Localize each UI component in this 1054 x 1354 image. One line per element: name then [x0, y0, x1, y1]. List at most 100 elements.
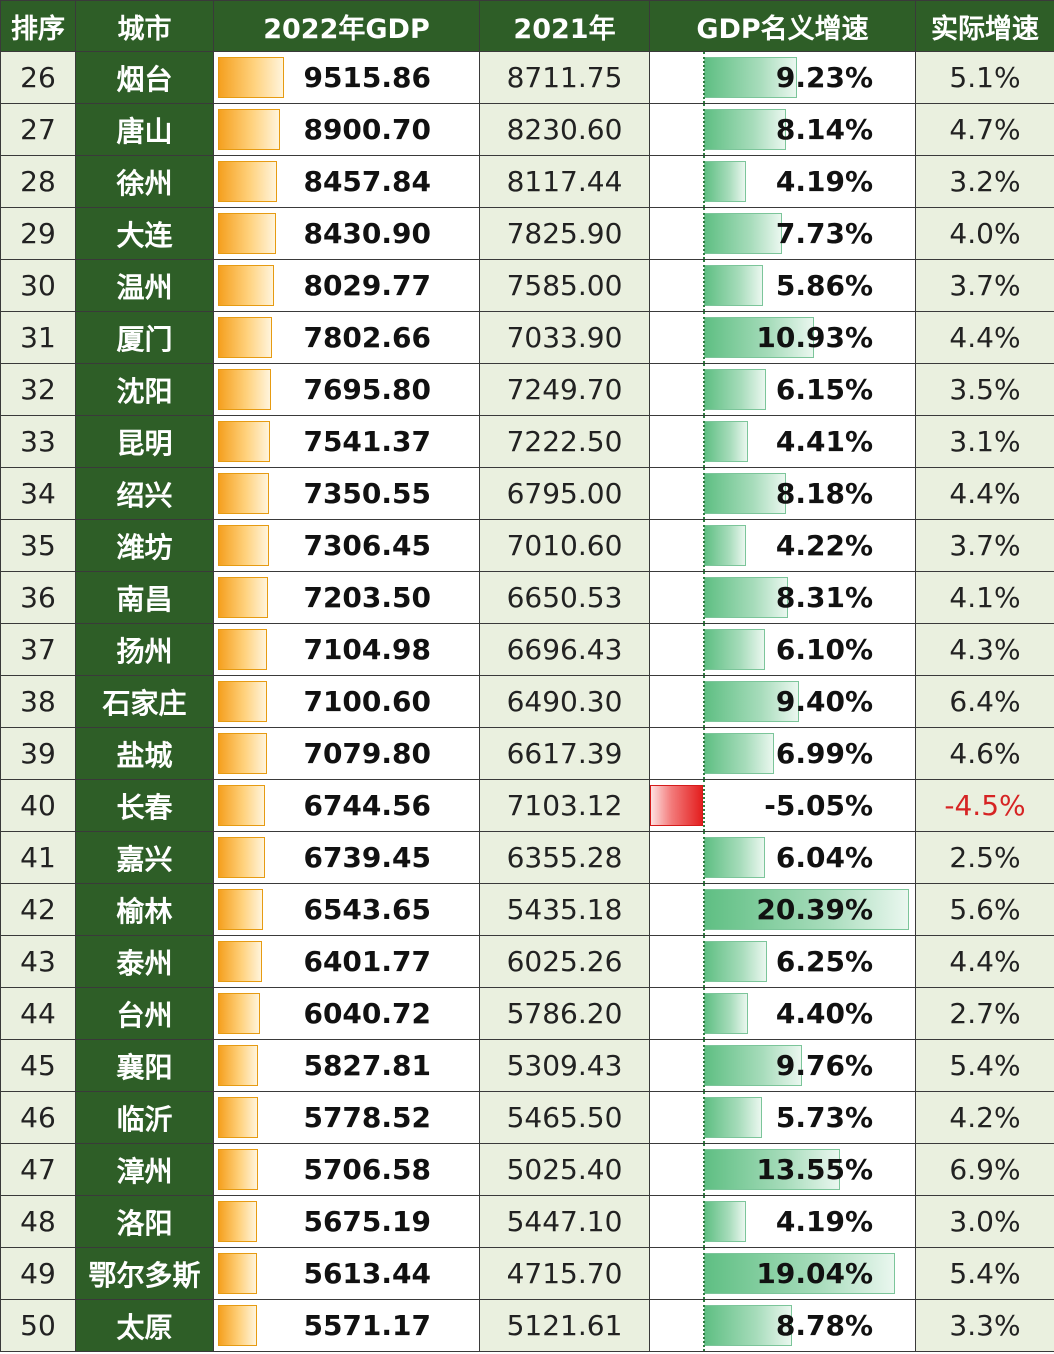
growth-zero-axis [703, 988, 705, 1039]
gdp-2022-cell: 7306.45 [213, 519, 480, 572]
growth-positive-bar [704, 1097, 762, 1138]
nominal-growth-cell: 6.15% [649, 363, 916, 416]
nominal-growth-value: 20.39% [756, 893, 873, 926]
growth-zero-axis [703, 728, 705, 779]
city-cell: 温州 [75, 259, 214, 312]
city-cell: 长春 [75, 779, 214, 832]
real-growth-cell: 4.3% [915, 623, 1054, 676]
gdp-2021-cell: 7585.00 [479, 259, 650, 312]
gdp-2022-cell: 7104.98 [213, 623, 480, 676]
nominal-growth-cell: 4.19% [649, 155, 916, 208]
nominal-growth-value: -5.05% [764, 789, 873, 822]
rank-cell: 40 [0, 779, 76, 832]
table-row: 48 洛阳 5675.19 5447.10 4.19% 3.0% [0, 1195, 1054, 1248]
nominal-growth-cell: 9.40% [649, 675, 916, 728]
gdp-data-bar [218, 577, 268, 618]
gdp-2021-cell: 8711.75 [479, 51, 650, 104]
gdp-data-bar [218, 941, 262, 982]
real-growth-cell: 5.1% [915, 51, 1054, 104]
real-growth-cell: 3.7% [915, 259, 1054, 312]
growth-zero-axis [703, 780, 705, 831]
gdp-2022-value: 5613.44 [303, 1257, 431, 1290]
nominal-growth-cell: 4.22% [649, 519, 916, 572]
growth-positive-bar [704, 57, 797, 98]
city-cell: 洛阳 [75, 1195, 214, 1248]
growth-positive-bar [704, 941, 767, 982]
gdp-2022-value: 7104.98 [303, 633, 431, 666]
table-body: 26 烟台 9515.86 8711.75 9.23% 5.1% 27 唐山 8900.70 82… [0, 51, 1054, 1352]
gdp-2022-value: 6401.77 [303, 945, 431, 978]
nominal-growth-value: 8.14% [775, 113, 873, 146]
growth-zero-axis [703, 312, 705, 363]
gdp-2022-cell: 6739.45 [213, 831, 480, 884]
rank-cell: 30 [0, 259, 76, 312]
table-row: 43 泰州 6401.77 6025.26 6.25% 4.4% [0, 935, 1054, 988]
gdp-data-bar [218, 993, 260, 1034]
growth-positive-bar [704, 1201, 746, 1242]
rank-cell: 27 [0, 103, 76, 156]
nominal-growth-cell: 8.78% [649, 1299, 916, 1352]
nominal-growth-value: 4.19% [775, 165, 873, 198]
rank-cell: 47 [0, 1143, 76, 1196]
nominal-growth-cell: 6.04% [649, 831, 916, 884]
nominal-growth-value: 8.31% [775, 581, 873, 614]
nominal-growth-value: 9.40% [775, 685, 873, 718]
gdp-2021-cell: 5025.40 [479, 1143, 650, 1196]
gdp-2022-value: 8430.90 [303, 217, 431, 250]
gdp-2021-cell: 7010.60 [479, 519, 650, 572]
city-cell: 漳州 [75, 1143, 214, 1196]
growth-zero-axis [703, 104, 705, 155]
rank-cell: 39 [0, 727, 76, 780]
gdp-data-bar [218, 733, 267, 774]
city-cell: 石家庄 [75, 675, 214, 728]
gdp-2021-cell: 4715.70 [479, 1247, 650, 1300]
header-nominal-growth: GDP名义增速 [649, 0, 916, 52]
table-row: 45 襄阳 5827.81 5309.43 9.76% 5.4% [0, 1039, 1054, 1092]
gdp-2021-cell: 6025.26 [479, 935, 650, 988]
gdp-data-bar [218, 525, 269, 566]
header-real-growth: 实际增速 [915, 0, 1054, 52]
gdp-data-bar [218, 629, 267, 670]
rank-cell: 42 [0, 883, 76, 936]
gdp-data-bar [218, 369, 271, 410]
growth-zero-axis [703, 936, 705, 987]
gdp-2022-value: 8457.84 [303, 165, 431, 198]
gdp-2021-cell: 5435.18 [479, 883, 650, 936]
nominal-growth-value: 4.19% [775, 1205, 873, 1238]
table-row: 34 绍兴 7350.55 6795.00 8.18% 4.4% [0, 467, 1054, 520]
growth-zero-axis [703, 364, 705, 415]
gdp-2022-cell: 6744.56 [213, 779, 480, 832]
table-row: 49 鄂尔多斯 5613.44 4715.70 19.04% 5.4% [0, 1247, 1054, 1300]
gdp-data-bar [218, 785, 265, 826]
gdp-2021-cell: 6355.28 [479, 831, 650, 884]
nominal-growth-value: 9.23% [775, 61, 873, 94]
table-row: 44 台州 6040.72 5786.20 4.40% 2.7% [0, 987, 1054, 1040]
nominal-growth-value: 6.10% [775, 633, 873, 666]
growth-positive-bar [704, 733, 774, 774]
nominal-growth-cell: 10.93% [649, 311, 916, 364]
gdp-2022-cell: 5778.52 [213, 1091, 480, 1144]
city-cell: 昆明 [75, 415, 214, 468]
rank-cell: 29 [0, 207, 76, 260]
gdp-2022-value: 7306.45 [303, 529, 431, 562]
gdp-data-bar [218, 889, 263, 930]
nominal-growth-value: 6.99% [775, 737, 873, 770]
gdp-data-bar [218, 1097, 258, 1138]
real-growth-cell: 6.4% [915, 675, 1054, 728]
growth-positive-bar [704, 473, 786, 514]
gdp-2021-cell: 7103.12 [479, 779, 650, 832]
gdp-2022-value: 5571.17 [303, 1309, 431, 1342]
growth-positive-bar [704, 421, 748, 462]
gdp-data-bar [218, 317, 272, 358]
rank-cell: 44 [0, 987, 76, 1040]
nominal-growth-cell: 4.41% [649, 415, 916, 468]
gdp-2022-value: 5778.52 [303, 1101, 431, 1134]
nominal-growth-cell: 20.39% [649, 883, 916, 936]
rank-cell: 50 [0, 1299, 76, 1352]
growth-positive-bar [704, 161, 746, 202]
table-row: 30 温州 8029.77 7585.00 5.86% 3.7% [0, 259, 1054, 312]
city-cell: 南昌 [75, 571, 214, 624]
real-growth-cell: 5.4% [915, 1247, 1054, 1300]
growth-zero-axis [703, 520, 705, 571]
gdp-data-bar [218, 57, 284, 98]
